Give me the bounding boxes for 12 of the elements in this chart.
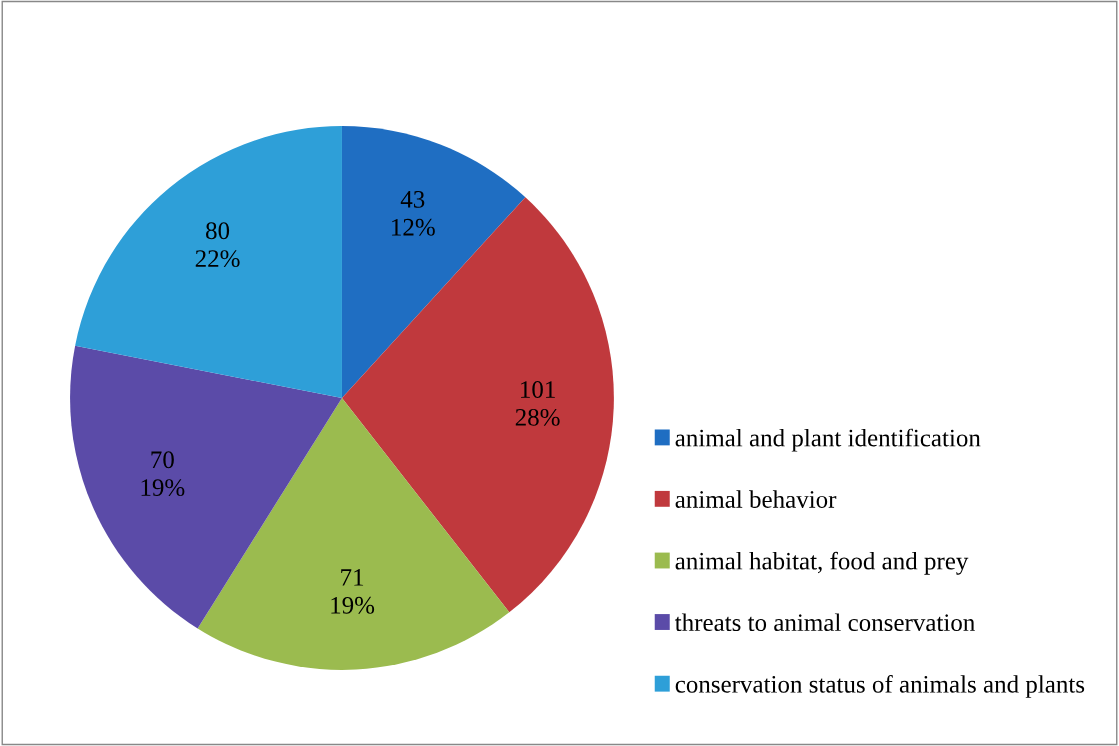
- legend-label: animal and plant identification: [675, 428, 981, 452]
- data-label: 70 19%: [141, 451, 185, 497]
- pie-slice: [75, 126, 342, 398]
- legend-label: animal behavior: [675, 490, 837, 508]
- data-label: 80 22%: [195, 222, 240, 268]
- data-label: 71 19%: [331, 569, 375, 614]
- legend-label: threats to animal conservation: [674, 613, 975, 632]
- data-label: 101 28%: [515, 381, 560, 426]
- legend-label: conservation status of animals and plants: [675, 674, 1085, 698]
- pie-slice: [197, 397, 510, 670]
- data-label: 43 12%: [392, 190, 435, 236]
- legend-label: animal habitat, food and prey: [675, 551, 969, 575]
